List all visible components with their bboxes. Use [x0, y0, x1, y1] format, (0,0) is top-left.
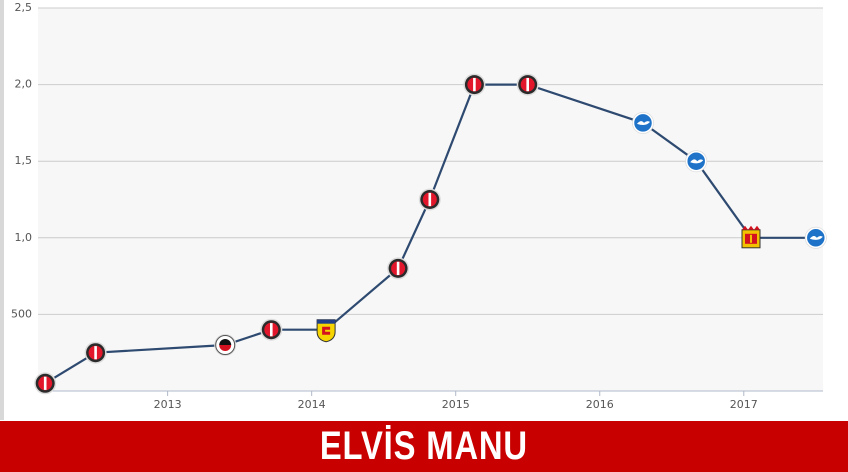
x-tick-label: 2013 [154, 398, 182, 411]
cambuur-crest-icon [316, 319, 336, 343]
feyenoord-crest-icon [463, 73, 486, 96]
feyenoord-crest-icon [387, 257, 410, 280]
feyenoord-crest-stripe [94, 346, 97, 360]
cambuur-crest-band [317, 319, 336, 324]
y-tick-label: 2,5 [15, 1, 33, 14]
brighton-crest-icon [804, 226, 827, 249]
player-name: ELVİS MANU [319, 424, 529, 468]
gae-crest-crown [742, 225, 760, 230]
x-tick-label: 2017 [730, 398, 758, 411]
cambuur-crest-mark [322, 326, 331, 335]
feyenoord-crest-icon [84, 341, 107, 364]
y-tick-label: 1,5 [15, 154, 33, 167]
excelsior-crest-icon [214, 334, 237, 356]
brighton-crest-gull [690, 159, 704, 164]
brighton-crest-gull [637, 121, 650, 126]
chart-svg: 2,5 2,0 1,5 1,0 500 2013 2014 2015 2016 2017 [0, 0, 827, 420]
cambuur-crest-shield [316, 319, 336, 343]
feyenoord-crest-stripe [43, 376, 47, 390]
left-frame-strip [0, 0, 4, 420]
brighton-crest-icon [685, 150, 708, 173]
x-tick-label: 2016 [586, 398, 614, 411]
y-tick-label: 500 [11, 307, 32, 320]
player-name-banner: ELVİS MANU [0, 421, 848, 472]
excelsior-crest-top [219, 339, 232, 345]
feyenoord-crest-stripe [473, 78, 476, 92]
market-value-chart: 2,5 2,0 1,5 1,0 500 2013 2014 2015 2016 2017 [0, 0, 827, 420]
feyenoord-crest-icon [34, 372, 57, 395]
feyenoord-crest-icon [516, 73, 539, 96]
y-tick-label: 2,0 [15, 78, 33, 91]
brighton-crest-icon [632, 111, 654, 134]
feyenoord-crest-stripe [396, 261, 400, 275]
gae-crest-bar [750, 234, 752, 243]
feyenoord-crest-stripe [270, 323, 273, 337]
feyenoord-crest-icon [418, 188, 441, 211]
feyenoord-crest-icon [260, 318, 283, 341]
feyenoord-crest-stripe [526, 78, 529, 92]
x-tick-label: 2014 [298, 398, 326, 411]
feyenoord-crest-stripe [428, 192, 432, 207]
y-tick-label: 1,0 [15, 231, 33, 244]
x-tick-label: 2015 [442, 398, 470, 411]
go-ahead-eagles-crest-icon [741, 225, 761, 249]
brighton-crest-gull [809, 236, 823, 240]
excelsior-crest-bottom [219, 345, 232, 351]
